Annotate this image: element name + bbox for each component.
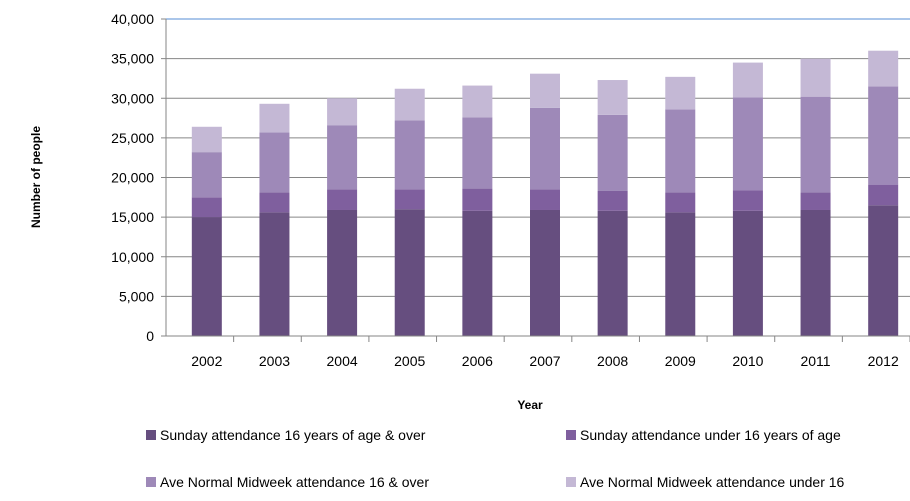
y-tick-label: 15,000 — [111, 209, 154, 225]
x-tick-label: 2003 — [259, 353, 290, 369]
bars — [191, 50, 899, 336]
bar-segment-series-1 — [394, 209, 425, 336]
x-tick-labels: 2002 2003 2004 2005 2006 2007 2008 2009 2010 2011… — [191, 353, 899, 369]
bar-segment-series-2 — [327, 189, 358, 210]
y-tick-label: 0 — [146, 328, 154, 344]
x-tick-label: 2010 — [732, 353, 763, 369]
bar-segment-series-3 — [868, 86, 899, 185]
bar-segment-series-2 — [800, 192, 831, 210]
y-tick-label: 35,000 — [111, 51, 154, 67]
bar-segment-series-4 — [259, 103, 290, 133]
x-tick-label: 2004 — [327, 353, 358, 369]
y-tick-label: 10,000 — [111, 249, 154, 265]
bar-segment-series-2 — [732, 190, 763, 211]
x-tick-label: 2002 — [191, 353, 222, 369]
bar-segment-series-3 — [732, 97, 763, 191]
bar-segment-series-3 — [259, 132, 290, 193]
x-tick-label: 2008 — [597, 353, 628, 369]
y-tick-label: 40,000 — [111, 11, 154, 27]
bar-segment-series-2 — [530, 189, 560, 210]
bar-segment-series-1 — [327, 209, 358, 336]
bar-segment-series-2 — [665, 192, 696, 213]
axes — [161, 18, 910, 342]
bar-segment-series-4 — [462, 85, 493, 118]
bar-segment-series-1 — [597, 210, 628, 336]
y-tick-label: 5,000 — [119, 288, 154, 304]
bar-segment-series-4 — [530, 73, 560, 108]
bar-segment-series-4 — [732, 62, 763, 98]
bar-segment-series-2 — [462, 188, 493, 211]
bar-segment-series-2 — [868, 184, 899, 206]
bar-segment-series-3 — [800, 96, 831, 193]
bar-segment-series-1 — [462, 210, 493, 336]
y-axis-title: Number of people — [29, 126, 43, 228]
bar-segment-series-3 — [327, 125, 358, 190]
bar-segment-series-3 — [530, 107, 560, 190]
x-axis-title: Year — [517, 398, 543, 412]
bar-segment-series-4 — [800, 58, 831, 97]
bar-segment-series-1 — [868, 205, 899, 336]
x-tick-label: 2012 — [868, 353, 899, 369]
bar-segment-series-3 — [191, 152, 222, 198]
bar-segment-series-4 — [868, 50, 899, 87]
bar-segment-series-2 — [597, 190, 628, 211]
x-tick-label: 2007 — [529, 353, 560, 369]
x-tick-label: 2011 — [800, 353, 830, 369]
bar-segment-series-1 — [191, 217, 222, 336]
x-tick-label: 2006 — [462, 353, 493, 369]
y-tick-label: 25,000 — [111, 130, 154, 146]
bar-segment-series-2 — [394, 189, 425, 210]
bar-segment-series-1 — [665, 212, 696, 336]
bar-segment-series-1 — [732, 210, 763, 336]
bar-segment-series-2 — [259, 192, 290, 213]
x-tick-label: 2009 — [665, 353, 696, 369]
bar-segment-series-3 — [462, 117, 493, 189]
bar-segment-series-3 — [394, 120, 425, 190]
bar-segment-series-3 — [665, 109, 696, 193]
bar-segment-series-4 — [597, 80, 628, 115]
y-tick-label: 30,000 — [111, 90, 154, 106]
bar-segment-series-4 — [327, 98, 358, 126]
bar-segment-series-4 — [665, 76, 696, 110]
bar-segment-series-4 — [394, 88, 425, 121]
y-tick-labels: 0 5,000 10,000 15,000 20,000 25,000 30,000 35,0… — [111, 11, 154, 344]
bar-segment-series-4 — [191, 126, 222, 153]
bar-segment-series-2 — [191, 197, 222, 218]
bar-segment-series-3 — [597, 114, 628, 191]
x-tick-label: 2005 — [394, 353, 425, 369]
bar-segment-series-1 — [530, 209, 560, 336]
y-tick-label: 20,000 — [111, 170, 154, 186]
bar-segment-series-1 — [259, 212, 290, 336]
bar-segment-series-1 — [800, 209, 831, 336]
